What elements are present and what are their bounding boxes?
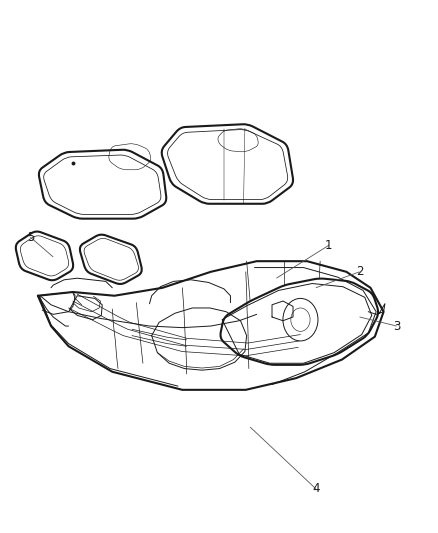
Text: 3: 3 [392, 320, 399, 333]
Text: 4: 4 [311, 482, 319, 495]
Text: 2: 2 [355, 265, 363, 278]
Text: 1: 1 [325, 239, 332, 252]
Text: 5: 5 [27, 231, 34, 244]
